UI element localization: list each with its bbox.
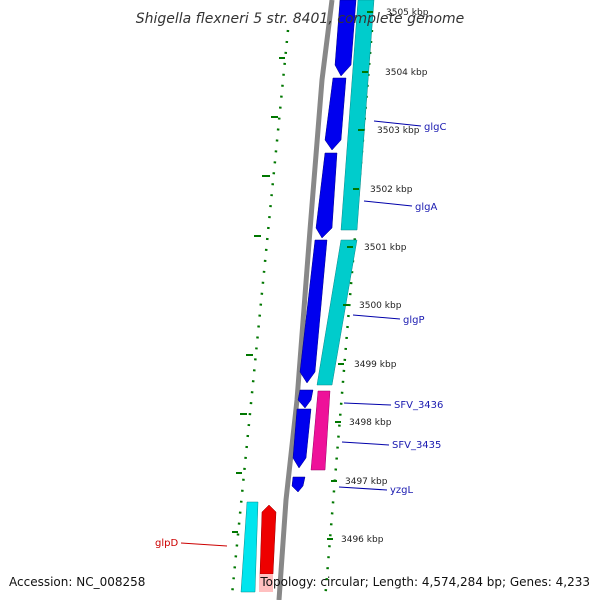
gene-label-glpD: glpD: [155, 538, 178, 549]
cyan-cds-track: [240, 0, 375, 593]
magenta-cds: [310, 390, 331, 471]
red-cds-glpD: [259, 504, 277, 575]
kbp-label-3504: 3504 kbp: [385, 68, 428, 78]
kbp-label-3496: 3496 kbp: [341, 535, 384, 545]
gene-label-glgC: glgC: [424, 122, 446, 133]
kbp-label-3498: 3498 kbp: [349, 418, 392, 428]
gc-skew-marks: [232, 57, 285, 533]
topology-summary-text: Topology: circular; Length: 4,574,284 bp…: [259, 575, 590, 589]
gene-labels: glgC glgA glgP SFV_3436 SFV_3435 yzgL gl…: [155, 122, 446, 549]
genome-backbone: [276, 0, 335, 600]
blue-cds-track: [291, 0, 357, 493]
gene-label-SFV_3435: SFV_3435: [392, 440, 441, 451]
gene-leader-lines: [338, 120, 422, 491]
gene-label-glgA: glgA: [415, 202, 437, 213]
kbp-labels: 3505 kbp 3504 kbp 3503 kbp 3502 kbp 3501…: [341, 8, 429, 545]
ruler-ticks: [327, 11, 373, 540]
gene-label-SFV_3436: SFV_3436: [394, 400, 443, 411]
kbp-label-3505: 3505 kbp: [386, 8, 429, 18]
glpD-leader-line: [180, 542, 228, 547]
kbp-label-3499: 3499 kbp: [354, 360, 397, 370]
pink-cds: [259, 574, 273, 592]
accession-text: Accession: NC_008258: [9, 575, 145, 589]
kbp-label-3497: 3497 kbp: [345, 477, 388, 487]
gene-label-yzgL: yzgL: [390, 485, 414, 496]
gene-label-glgP: glgP: [403, 315, 425, 326]
kbp-label-3501: 3501 kbp: [364, 243, 407, 253]
gc-track-left: [230, 29, 290, 596]
kbp-label-3503: 3503 kbp: [377, 126, 420, 136]
kbp-label-3502: 3502 kbp: [370, 185, 413, 195]
kbp-label-3500: 3500 kbp: [359, 301, 402, 311]
map-title: Shigella flexneri 5 str. 8401, complete …: [136, 11, 465, 27]
